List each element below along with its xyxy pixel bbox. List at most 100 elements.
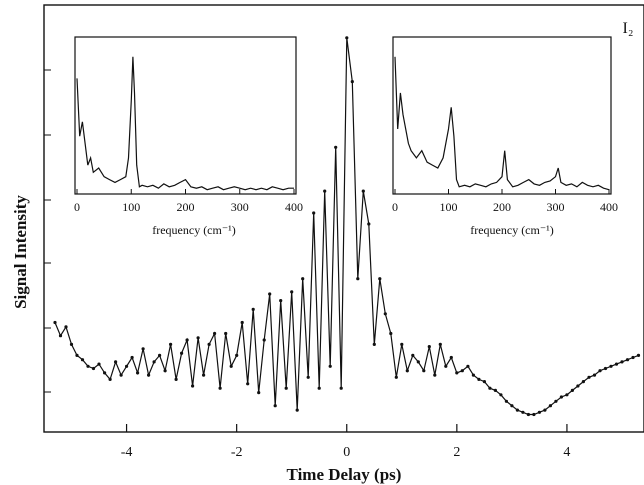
main-data-point bbox=[455, 371, 459, 375]
main-x-tick-label: -4 bbox=[121, 445, 133, 460]
main-data-point bbox=[218, 386, 222, 390]
main-data-point bbox=[416, 360, 420, 364]
main-data-point bbox=[422, 369, 426, 373]
inset-left: 0 100 200 300 400 frequency (cm⁻¹) bbox=[74, 36, 303, 237]
main-data-point bbox=[543, 408, 547, 412]
inset-left-x-axis-label: frequency (cm⁻¹) bbox=[152, 223, 236, 237]
main-data-point bbox=[273, 404, 277, 408]
molecule-annotation: I₂ bbox=[623, 20, 634, 37]
main-data-point bbox=[97, 362, 101, 366]
main-data-point bbox=[394, 375, 398, 379]
main-data-point bbox=[466, 364, 470, 368]
main-data-point bbox=[532, 412, 536, 417]
inset-x-tick-label: 300 bbox=[231, 200, 249, 214]
main-data-point bbox=[141, 347, 145, 351]
main-data-point bbox=[405, 369, 409, 373]
main-data-point bbox=[631, 355, 635, 360]
main-data-point bbox=[246, 382, 250, 386]
main-data-point bbox=[114, 360, 118, 364]
main-data-point bbox=[504, 399, 508, 403]
main-data-point bbox=[174, 377, 178, 381]
main-data-point bbox=[306, 375, 310, 379]
main-data-point bbox=[570, 388, 575, 392]
main-x-ticks bbox=[125, 424, 568, 432]
main-plot-frame bbox=[43, 4, 644, 433]
main-data-point bbox=[449, 355, 453, 360]
main-data-point bbox=[279, 299, 283, 303]
main-data-point bbox=[345, 36, 349, 40]
main-data-point bbox=[69, 342, 74, 346]
main-data-point bbox=[91, 366, 96, 371]
main-data-point bbox=[367, 222, 371, 226]
main-data-point bbox=[86, 364, 90, 368]
inset-left-frame bbox=[74, 36, 297, 195]
main-data-point bbox=[433, 373, 437, 377]
inset-left-x-ticks bbox=[76, 189, 295, 194]
inset-right-x-axis-label: frequency (cm⁻¹) bbox=[470, 223, 554, 237]
main-data-point bbox=[196, 336, 200, 340]
main-data-point bbox=[609, 364, 613, 368]
main-data-point bbox=[625, 358, 630, 362]
main-data-point bbox=[80, 358, 85, 362]
main-data-point bbox=[108, 377, 112, 381]
main-data-point bbox=[378, 277, 382, 281]
inset-right-spectrum-line bbox=[394, 56, 610, 191]
main-data-point bbox=[537, 410, 542, 414]
main-data-point bbox=[427, 345, 431, 349]
main-x-axis-label: Time Delay (ps) bbox=[287, 465, 402, 484]
main-data-point bbox=[284, 386, 288, 390]
inset-x-tick-label: 400 bbox=[600, 200, 618, 214]
main-data-point bbox=[334, 145, 338, 149]
main-data-point bbox=[603, 366, 608, 371]
main-data-point bbox=[301, 277, 305, 281]
main-data-point bbox=[620, 360, 624, 364]
main-data-point bbox=[350, 80, 354, 84]
main-data-point bbox=[207, 342, 211, 346]
main-data-point bbox=[328, 364, 332, 368]
main-data-point bbox=[614, 362, 619, 366]
main-series-points bbox=[53, 36, 641, 417]
main-data-point bbox=[488, 386, 492, 390]
inset-x-tick-label: 200 bbox=[177, 200, 195, 214]
main-data-point bbox=[339, 386, 343, 390]
main-data-point bbox=[598, 369, 602, 373]
main-data-point bbox=[130, 355, 134, 360]
inset-right-x-ticks bbox=[394, 189, 610, 194]
main-data-point bbox=[152, 360, 156, 364]
main-data-point bbox=[185, 338, 189, 342]
main-data-point bbox=[75, 353, 79, 357]
main-data-point bbox=[521, 410, 525, 414]
main-x-tick-label: -2 bbox=[231, 445, 243, 460]
main-data-point bbox=[444, 364, 448, 368]
inset-left-x-tick-labels: 0 100 200 300 400 bbox=[74, 200, 303, 214]
main-data-point bbox=[58, 334, 63, 338]
main-data-point bbox=[482, 380, 486, 384]
main-data-point bbox=[559, 395, 564, 399]
main-data-point bbox=[323, 189, 327, 193]
main-data-point bbox=[565, 393, 569, 397]
inset-left-spectrum-line bbox=[76, 56, 294, 191]
main-data-point bbox=[312, 211, 316, 215]
main-data-point bbox=[235, 353, 239, 357]
main-data-point bbox=[471, 373, 475, 377]
main-data-point bbox=[202, 373, 206, 377]
main-data-point bbox=[317, 386, 321, 390]
main-data-point bbox=[515, 408, 520, 412]
main-data-point bbox=[251, 307, 255, 311]
main-data-point bbox=[295, 408, 299, 412]
main-data-point bbox=[103, 371, 107, 375]
main-y-axis-label: Signal Intensity bbox=[11, 195, 30, 309]
main-data-point bbox=[460, 369, 464, 373]
main-data-point bbox=[180, 351, 184, 355]
main-data-point bbox=[119, 373, 123, 377]
main-data-point bbox=[636, 353, 641, 357]
main-data-point bbox=[290, 290, 294, 294]
main-data-point bbox=[229, 364, 233, 368]
main-data-point bbox=[499, 393, 503, 397]
main-data-point bbox=[191, 384, 195, 388]
inset-right: 0 100 200 300 400 frequency (cm⁻¹) bbox=[392, 36, 618, 237]
main-data-point bbox=[240, 320, 244, 325]
main-data-point bbox=[581, 380, 586, 384]
main-data-point bbox=[163, 369, 167, 373]
